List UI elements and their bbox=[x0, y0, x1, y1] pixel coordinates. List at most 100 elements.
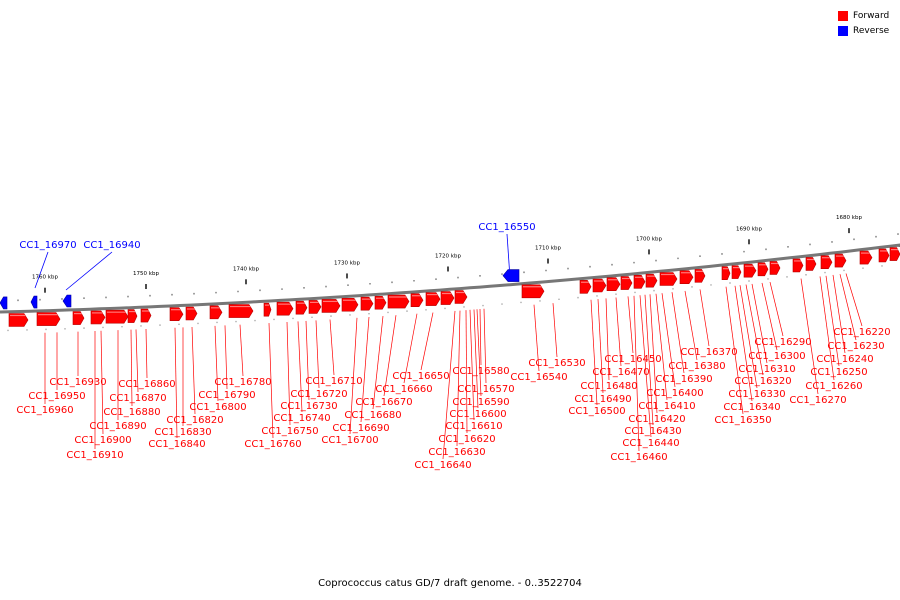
forward-gene-label: CC1_16610 bbox=[445, 421, 502, 432]
forward-gene-leader bbox=[214, 325, 219, 402]
forward-gene-leader bbox=[456, 310, 461, 447]
forward-gene-block bbox=[169, 307, 184, 321]
forward-gene-block bbox=[859, 250, 873, 265]
forward-gene-leader bbox=[605, 298, 610, 381]
forward-gene-block bbox=[295, 300, 308, 315]
forward-gene-label: CC1_16600 bbox=[449, 409, 506, 420]
forward-gene-leader bbox=[769, 281, 784, 337]
forward-gene-label: CC1_16910 bbox=[66, 450, 123, 461]
forward-gene-leader bbox=[699, 289, 710, 347]
forward-gene-block bbox=[757, 262, 769, 277]
forward-gene-leader bbox=[644, 294, 654, 426]
forward-gene-block bbox=[440, 291, 455, 305]
reverse-gene-leader bbox=[34, 251, 49, 289]
forward-gene-leader bbox=[224, 325, 228, 390]
forward-gene-leader bbox=[473, 309, 479, 409]
forward-gene-label: CC1_16960 bbox=[16, 405, 73, 416]
forward-gene-block bbox=[72, 311, 85, 325]
forward-gene-label: CC1_16580 bbox=[452, 366, 509, 377]
forward-gene-leader bbox=[329, 319, 335, 376]
forward-gene-label: CC1_16490 bbox=[574, 394, 631, 405]
forward-gene-leader bbox=[627, 296, 634, 354]
legend-forward-label: Forward bbox=[853, 10, 890, 21]
forward-gene-leader bbox=[483, 308, 487, 384]
forward-gene-block bbox=[743, 263, 757, 278]
forward-gene-leader bbox=[145, 329, 148, 379]
forward-gene-leader bbox=[349, 317, 358, 435]
forward-gene-label: CC1_16690 bbox=[332, 423, 389, 434]
forward-gene-block bbox=[592, 278, 607, 293]
forward-gene-block bbox=[679, 270, 694, 285]
forward-gene-leader bbox=[372, 316, 384, 410]
forward-gene-label: CC1_16590 bbox=[452, 397, 509, 408]
forward-gene-block bbox=[425, 292, 441, 306]
forward-gene-label: CC1_16480 bbox=[580, 381, 637, 392]
forward-gene-leader bbox=[800, 278, 819, 395]
forward-gene-leader bbox=[745, 284, 764, 376]
forward-gene-leader bbox=[100, 330, 104, 435]
forward-gene-label: CC1_16410 bbox=[638, 401, 695, 412]
forward-gene-leader bbox=[191, 326, 196, 415]
forward-gene-leader bbox=[297, 321, 303, 413]
reverse-gene-block bbox=[30, 295, 38, 309]
forward-gene-leader bbox=[305, 320, 310, 401]
forward-gene-label: CC1_16300 bbox=[748, 351, 805, 362]
forward-gene-block bbox=[721, 266, 731, 281]
forward-gene-label: CC1_16340 bbox=[723, 402, 780, 413]
forward-gene-label: CC1_16680 bbox=[344, 410, 401, 421]
forward-gene-leader bbox=[633, 295, 640, 452]
forward-gene-leader bbox=[734, 285, 753, 402]
forward-gene-label: CC1_16950 bbox=[28, 391, 85, 402]
scale-label: 1730 kbp bbox=[334, 260, 360, 266]
forward-gene-block bbox=[792, 258, 804, 273]
scale-label: 1680 kbp bbox=[836, 215, 862, 221]
forward-gene-leader bbox=[383, 315, 397, 397]
forward-gene-label: CC1_16330 bbox=[728, 389, 785, 400]
forward-gene-leader bbox=[671, 292, 685, 374]
forward-gene-label: CC1_16450 bbox=[604, 354, 661, 365]
forward-gene-label: CC1_16420 bbox=[628, 414, 685, 425]
forward-gene-leader bbox=[479, 309, 482, 366]
forward-gene-leader bbox=[725, 286, 744, 415]
forward-gene-block bbox=[90, 310, 106, 325]
forward-gene-leader bbox=[684, 290, 698, 361]
forward-gene-label: CC1_16460 bbox=[610, 452, 667, 463]
forward-gene-block bbox=[633, 275, 646, 289]
forward-gene-block bbox=[374, 295, 387, 310]
forward-gene-label: CC1_16860 bbox=[118, 379, 175, 390]
forward-gene-label: CC1_16240 bbox=[816, 354, 873, 365]
caption: Coprococcus catus GD/7 draft genome. - 0… bbox=[318, 578, 582, 589]
forward-gene-label: CC1_16830 bbox=[154, 427, 211, 438]
forward-gene-label: CC1_16700 bbox=[321, 435, 378, 446]
forward-gene-block bbox=[127, 309, 138, 323]
forward-gene-label: CC1_16380 bbox=[668, 361, 725, 372]
forward-gene-leader bbox=[825, 275, 840, 367]
forward-gene-leader bbox=[839, 274, 857, 341]
forward-gene-label: CC1_16670 bbox=[355, 397, 412, 408]
forward-gene-label: CC1_16800 bbox=[189, 402, 246, 413]
forward-gene-block bbox=[185, 306, 198, 321]
forward-gene-label: CC1_16230 bbox=[827, 341, 884, 352]
scale-label: 1710 kbp bbox=[535, 246, 561, 252]
forward-gene-block bbox=[889, 247, 900, 261]
forward-gene-block bbox=[820, 255, 833, 270]
forward-gene-block bbox=[209, 305, 223, 320]
legend-reverse-label: Reverse bbox=[853, 25, 890, 36]
forward-gene-leader bbox=[465, 310, 468, 434]
forward-gene-leader bbox=[174, 327, 178, 439]
forward-gene-leader bbox=[739, 285, 758, 389]
forward-gene-label: CC1_16730 bbox=[280, 401, 337, 412]
forward-gene-leader bbox=[590, 299, 598, 406]
forward-gene-label: CC1_16790 bbox=[198, 390, 255, 401]
forward-gene-label: CC1_16720 bbox=[290, 389, 347, 400]
forward-gene-block bbox=[659, 272, 678, 286]
forward-gene-leader bbox=[360, 316, 370, 423]
forward-gene-leader bbox=[552, 303, 558, 358]
reverse-gene-label: CC1_16970 bbox=[19, 240, 76, 251]
forward-gene-label: CC1_16870 bbox=[109, 393, 166, 404]
reverse-swatch bbox=[838, 25, 848, 36]
scale-label: 1750 kbp bbox=[133, 271, 159, 277]
forward-gene-label: CC1_16430 bbox=[624, 426, 681, 437]
forward-gene-block bbox=[521, 284, 545, 299]
forward-gene-label: CC1_16310 bbox=[738, 364, 795, 375]
